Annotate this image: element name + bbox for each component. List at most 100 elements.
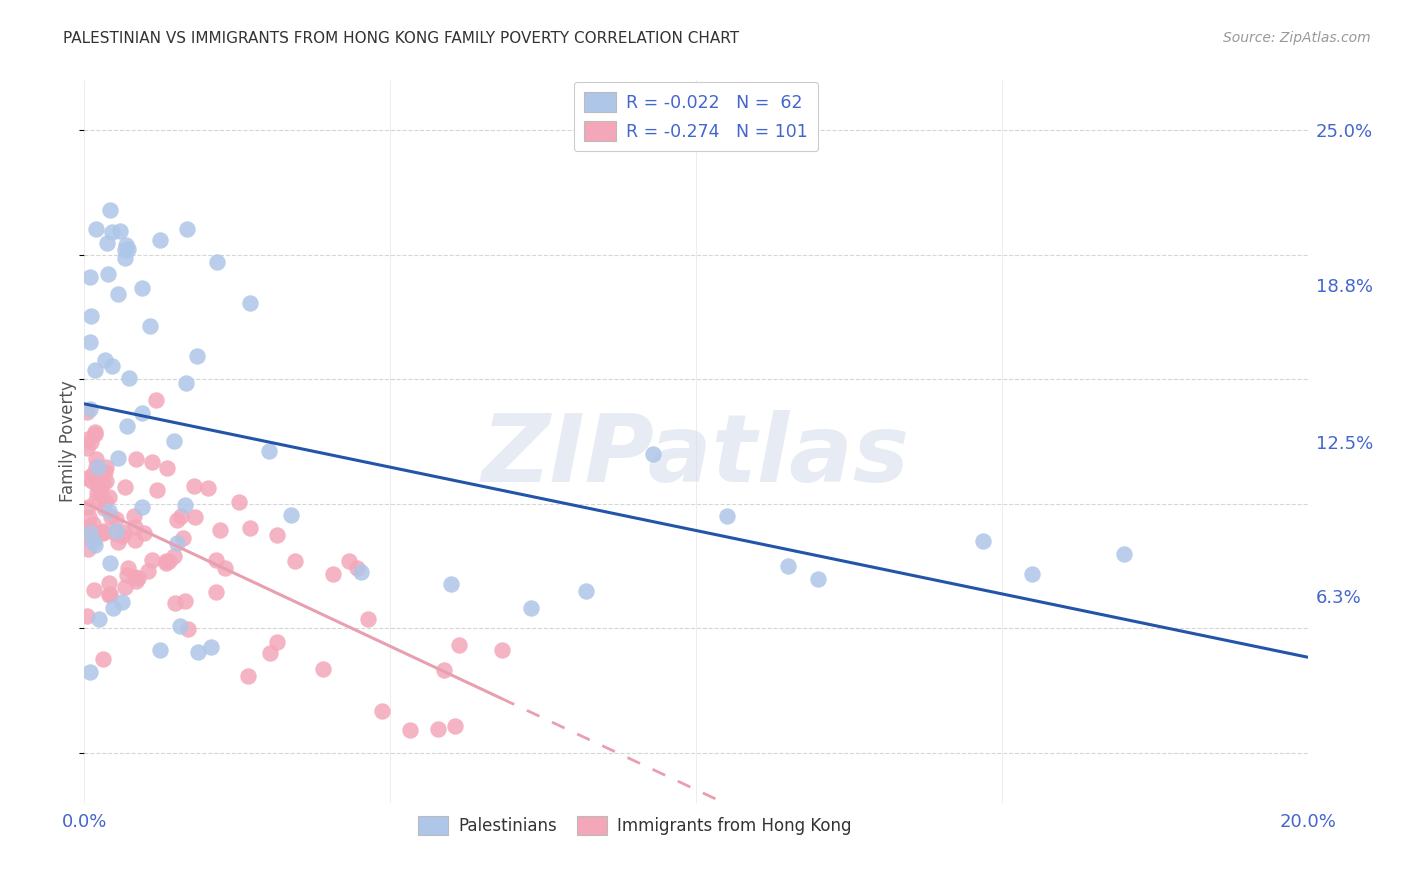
Immigrants from Hong Kong (208, 523, 231, 537)
Palestinians (98, 203, 121, 218)
Immigrants from Hong Kong (90, 525, 112, 540)
Palestinians (87, 612, 110, 626)
Immigrants from Hong Kong (127, 571, 149, 585)
Palestinians (111, 595, 134, 609)
Palestinians (1021, 566, 1043, 581)
Immigrants from Hong Kong (284, 553, 307, 567)
Immigrants from Hong Kong (266, 634, 288, 648)
Immigrants from Hong Kong (165, 596, 187, 610)
Immigrants from Hong Kong (94, 465, 117, 479)
Immigrants from Hong Kong (117, 568, 139, 582)
Palestinians (107, 286, 129, 301)
Palestinians (115, 237, 138, 252)
Immigrants from Hong Kong (76, 405, 98, 419)
Immigrants from Hong Kong (76, 609, 98, 624)
Palestinians (117, 419, 139, 434)
Immigrants from Hong Kong (312, 662, 335, 676)
Immigrants from Hong Kong (322, 566, 344, 581)
Palestinians (79, 526, 101, 541)
Immigrants from Hong Kong (94, 459, 117, 474)
Palestinians (186, 349, 208, 363)
Palestinians (807, 572, 830, 586)
Palestinians (440, 576, 463, 591)
Palestinians (200, 640, 222, 654)
Palestinians (166, 536, 188, 550)
Immigrants from Hong Kong (86, 472, 108, 486)
Immigrants from Hong Kong (96, 474, 118, 488)
Immigrants from Hong Kong (86, 478, 108, 492)
Palestinians (87, 459, 110, 474)
Immigrants from Hong Kong (124, 533, 146, 548)
Immigrants from Hong Kong (98, 587, 121, 601)
Immigrants from Hong Kong (76, 530, 98, 544)
Immigrants from Hong Kong (371, 704, 394, 718)
Palestinians (79, 335, 101, 350)
Immigrants from Hong Kong (111, 529, 134, 543)
Immigrants from Hong Kong (77, 510, 100, 524)
Palestinians (239, 296, 262, 310)
Immigrants from Hong Kong (166, 513, 188, 527)
Immigrants from Hong Kong (125, 452, 148, 467)
Palestinians (79, 665, 101, 679)
Palestinians (117, 242, 139, 256)
Immigrants from Hong Kong (86, 486, 108, 500)
Immigrants from Hong Kong (444, 719, 467, 733)
Palestinians (716, 509, 738, 524)
Palestinians (86, 221, 108, 235)
Palestinians (187, 645, 209, 659)
Immigrants from Hong Kong (77, 432, 100, 446)
Immigrants from Hong Kong (83, 531, 105, 545)
Immigrants from Hong Kong (426, 722, 449, 736)
Immigrants from Hong Kong (176, 623, 198, 637)
Immigrants from Hong Kong (93, 524, 115, 538)
Immigrants from Hong Kong (84, 459, 107, 474)
Immigrants from Hong Kong (76, 541, 98, 556)
Immigrants from Hong Kong (86, 452, 108, 467)
Palestinians (97, 267, 120, 281)
Immigrants from Hong Kong (447, 638, 470, 652)
Palestinians (350, 566, 373, 580)
Immigrants from Hong Kong (214, 561, 236, 575)
Immigrants from Hong Kong (205, 584, 228, 599)
Palestinians (114, 243, 136, 257)
Palestinians (101, 359, 124, 374)
Immigrants from Hong Kong (112, 525, 135, 540)
Immigrants from Hong Kong (107, 535, 129, 549)
Palestinians (972, 534, 994, 549)
Immigrants from Hong Kong (100, 509, 122, 524)
Palestinians (117, 370, 139, 384)
Palestinians (176, 376, 198, 391)
Palestinians (98, 556, 121, 570)
Immigrants from Hong Kong (124, 569, 146, 583)
Palestinians (1114, 547, 1136, 561)
Palestinians (97, 504, 120, 518)
Immigrants from Hong Kong (93, 651, 115, 665)
Palestinians (96, 236, 118, 251)
Palestinians (82, 535, 104, 549)
Immigrants from Hong Kong (337, 554, 360, 568)
Immigrants from Hong Kong (146, 483, 169, 497)
Immigrants from Hong Kong (184, 510, 207, 524)
Palestinians (114, 252, 136, 266)
Immigrants from Hong Kong (433, 663, 456, 677)
Palestinians (79, 401, 101, 416)
Immigrants from Hong Kong (84, 427, 107, 442)
Text: Source: ZipAtlas.com: Source: ZipAtlas.com (1223, 31, 1371, 45)
Immigrants from Hong Kong (91, 476, 114, 491)
Palestinians (149, 233, 172, 247)
Immigrants from Hong Kong (204, 553, 226, 567)
Palestinians (100, 225, 122, 239)
Immigrants from Hong Kong (357, 612, 380, 626)
Palestinians (149, 643, 172, 657)
Palestinians (105, 524, 128, 538)
Immigrants from Hong Kong (98, 490, 121, 504)
Palestinians (776, 559, 799, 574)
Immigrants from Hong Kong (174, 594, 197, 608)
Immigrants from Hong Kong (105, 512, 128, 526)
Immigrants from Hong Kong (114, 480, 136, 494)
Immigrants from Hong Kong (141, 553, 163, 567)
Immigrants from Hong Kong (228, 495, 250, 509)
Immigrants from Hong Kong (141, 455, 163, 469)
Immigrants from Hong Kong (134, 526, 156, 541)
Palestinians (79, 270, 101, 285)
